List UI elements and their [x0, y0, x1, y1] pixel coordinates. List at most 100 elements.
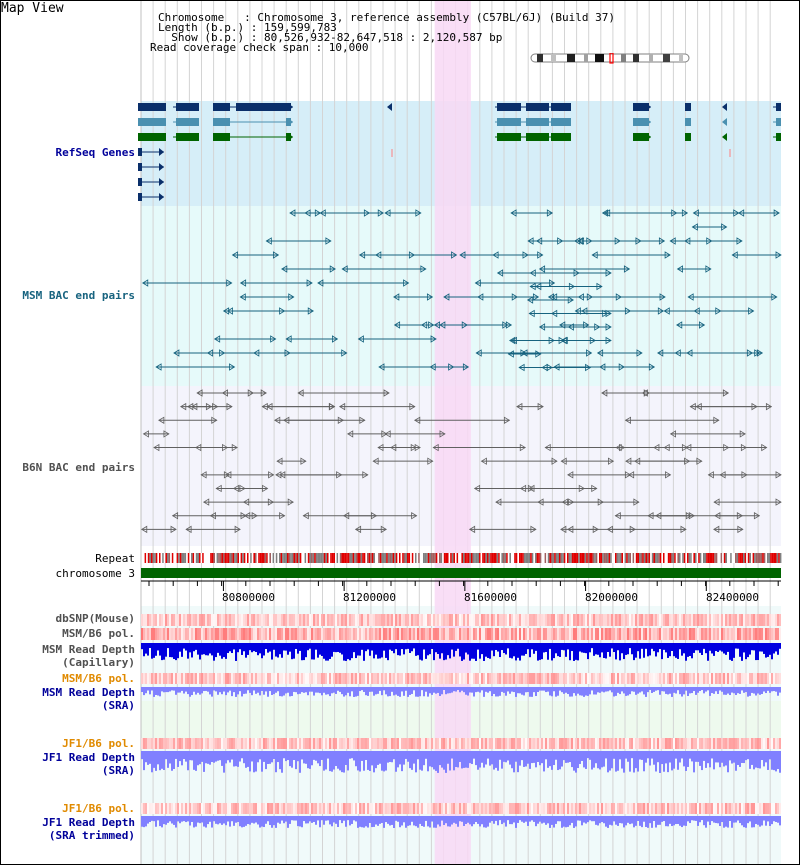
repeat-mark	[223, 553, 225, 563]
repeat-mark	[427, 553, 430, 563]
depth-bar	[587, 687, 589, 696]
depth-bar	[223, 751, 225, 773]
heat-cell	[615, 673, 617, 684]
heat-cell	[265, 673, 267, 684]
heat-cell	[459, 614, 461, 626]
heat-cell	[225, 738, 227, 749]
depth-bar	[581, 816, 583, 826]
heat-cell	[613, 614, 615, 626]
bac-end	[615, 443, 622, 452]
heat-cell	[219, 738, 221, 749]
bac-end	[551, 457, 558, 465]
bac-end	[328, 402, 336, 411]
heat-cell	[567, 673, 569, 684]
heat-cell	[759, 614, 761, 626]
heat-cell	[679, 738, 681, 749]
repeat-mark	[679, 553, 681, 563]
heat-cell	[333, 673, 335, 684]
heat-cell	[437, 628, 439, 640]
heat-cell	[391, 628, 393, 640]
heat-cell	[333, 628, 335, 640]
heat-cell	[153, 628, 155, 640]
depth-bar	[765, 816, 767, 826]
heat-cell	[355, 803, 357, 814]
depth-bar	[365, 816, 367, 827]
repeat-mark	[767, 553, 769, 563]
heat-cell	[701, 803, 703, 814]
depth-bar	[401, 687, 403, 692]
depth-bar	[197, 687, 199, 693]
depth-bar	[165, 816, 167, 825]
gene-exon	[176, 133, 199, 141]
heat-cell	[167, 803, 169, 814]
heat-cell	[213, 614, 215, 626]
heat-cell	[483, 803, 485, 814]
heat-cell	[541, 614, 543, 626]
repeat-mark	[525, 553, 527, 563]
depth-bar	[661, 816, 663, 822]
heat-cell	[507, 614, 509, 626]
repeat-mark	[611, 553, 614, 563]
heat-cell	[433, 614, 435, 626]
heat-cell	[639, 614, 641, 626]
chromosome-ideogram[interactable]	[529, 53, 691, 64]
repeat-mark	[178, 553, 180, 563]
depth-bar	[165, 687, 167, 693]
bac-end	[578, 484, 585, 493]
depth-bar	[663, 687, 665, 692]
depth-bar	[759, 687, 761, 695]
heat-cell	[165, 803, 167, 814]
heat-cell	[397, 803, 399, 814]
depth-bar	[245, 751, 247, 768]
heat-cell	[707, 738, 709, 749]
depth-bar	[353, 687, 355, 697]
depth-bar	[495, 643, 497, 650]
depth-bar	[359, 816, 361, 827]
depth-bar	[581, 751, 583, 761]
heat-cell	[397, 738, 399, 749]
depth-bar	[183, 643, 185, 649]
repeat-mark	[280, 553, 283, 563]
bac-end	[231, 251, 238, 259]
heat-cell	[753, 614, 755, 626]
depth-bar	[273, 687, 275, 695]
repeat-mark	[341, 553, 343, 563]
heat-cell	[565, 738, 567, 749]
depth-bar	[591, 643, 593, 649]
bac-end	[426, 293, 434, 301]
depth-bar	[431, 687, 433, 695]
heat-cell	[737, 803, 739, 814]
heat-cell	[287, 673, 289, 684]
heat-cell	[393, 803, 395, 814]
heat-cell	[657, 628, 659, 640]
depth-bar	[365, 643, 367, 652]
depth-bar	[717, 816, 719, 824]
heat-cell	[311, 803, 313, 814]
depth-bar	[359, 687, 361, 692]
heat-cell	[685, 614, 687, 626]
bac-end	[337, 416, 345, 424]
depth-bar	[189, 687, 191, 697]
depth-bar	[277, 816, 279, 823]
heat-cell	[663, 673, 665, 684]
heat-cell	[571, 628, 573, 640]
heat-cell	[217, 803, 219, 814]
heat-cell	[585, 673, 587, 684]
repeat-mark	[333, 553, 335, 563]
repeat-mark	[450, 553, 452, 563]
heat-cell	[441, 614, 443, 626]
bac-end	[519, 484, 527, 493]
heat-cell	[645, 803, 647, 814]
depth-bar	[295, 643, 297, 649]
heat-cell	[271, 673, 273, 684]
heat-cell	[641, 673, 643, 684]
repeat-mark	[189, 553, 191, 563]
heat-cell	[609, 673, 611, 684]
repeat-mark	[778, 553, 780, 563]
depth-bar	[265, 816, 267, 824]
bac-end	[226, 279, 233, 287]
depth-bar	[537, 816, 539, 824]
heat-cell	[719, 673, 721, 684]
bac-end	[229, 363, 236, 371]
